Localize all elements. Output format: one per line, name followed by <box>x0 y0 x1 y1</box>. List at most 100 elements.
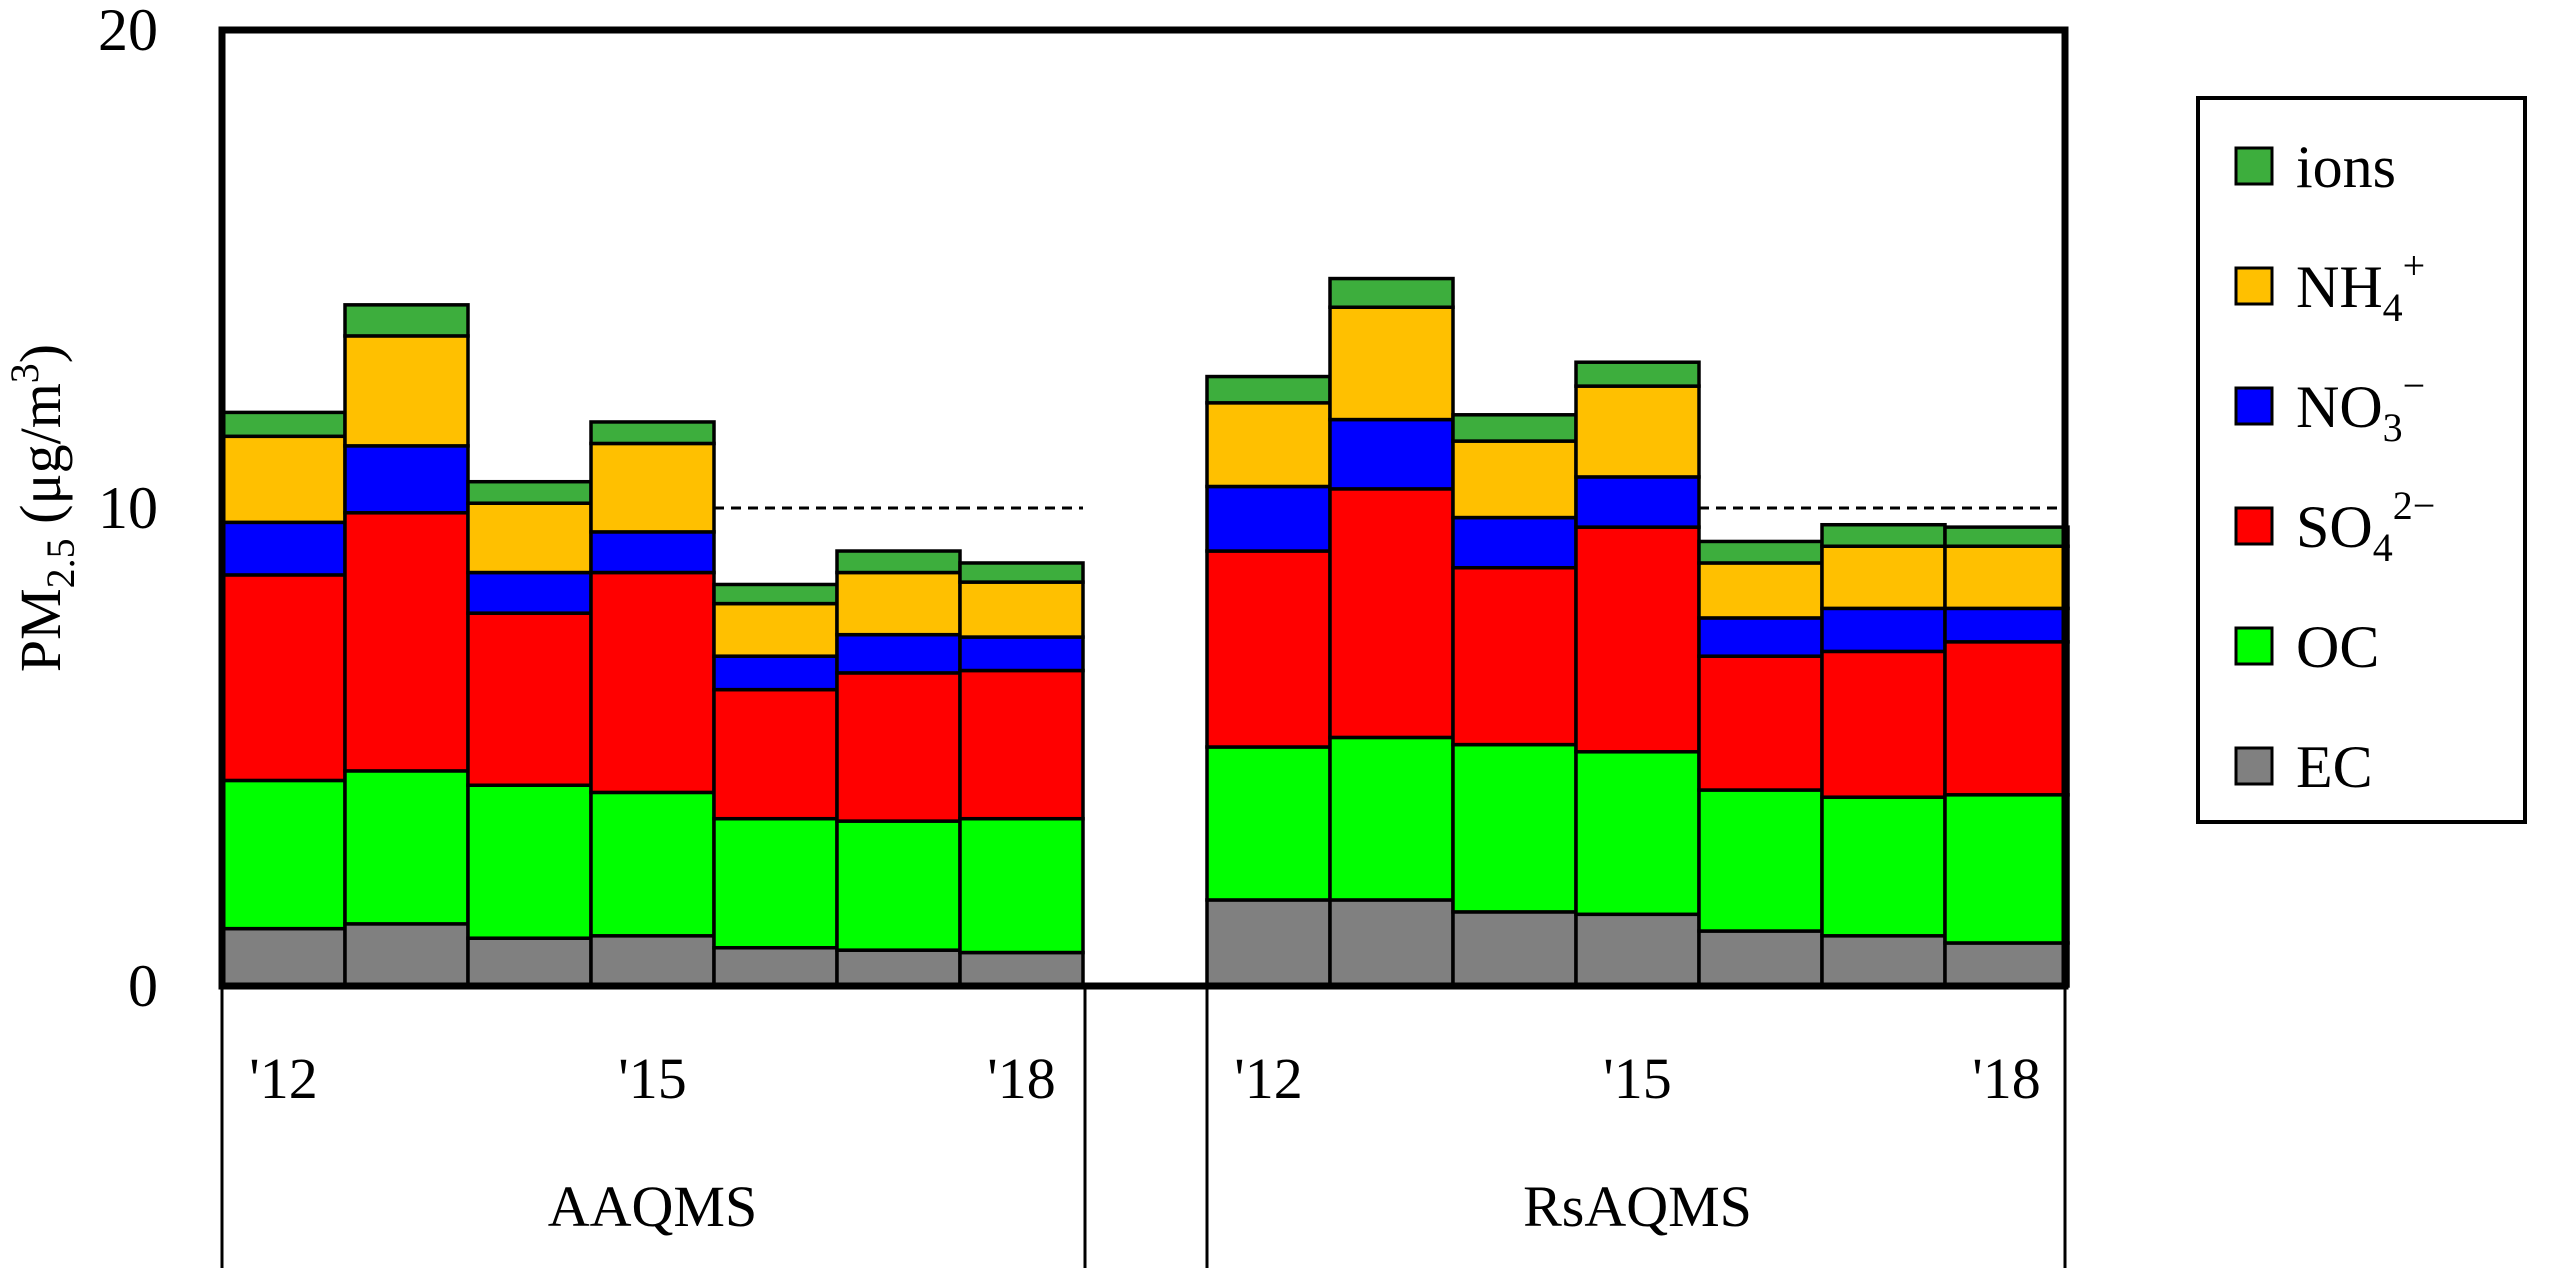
bar-segment-rsaqms-2015-ions <box>1574 360 1701 388</box>
legend-label-superscript-nh4: + <box>2403 243 2426 288</box>
legend-label-ions: ions <box>2296 134 2396 200</box>
bar-segment-aaqms-2012-ec <box>220 926 347 988</box>
legend-label-nh4: NH4+ <box>2296 243 2425 330</box>
bar-segment-rsaqms-2017-nh4 <box>1820 544 1947 611</box>
bar-segment-aaqms-2016-so4 <box>712 687 839 821</box>
x-group-label-rsaqms: RsAQMS <box>1523 1174 1752 1239</box>
x-tick-label-aaqms-2012: '12 <box>249 1046 317 1111</box>
bar-segment-aaqms-2012-no3 <box>220 520 347 577</box>
bar-segment-rsaqms-2018-oc <box>1943 793 2070 945</box>
bar-segment-rsaqms-2012-oc <box>1205 745 1332 902</box>
bar-segment-aaqms-2014-ions <box>466 479 593 505</box>
bar-segment-aaqms-2018-oc <box>958 816 1085 955</box>
bar-segment-rsaqms-2012-no3 <box>1205 484 1332 553</box>
plot-frame-layer <box>218 26 2069 990</box>
bar-segment-aaqms-2012-nh4 <box>220 434 347 525</box>
bar-segment-rsaqms-2017-oc <box>1820 795 1947 938</box>
bar-segment-aaqms-2016-ions <box>712 582 839 606</box>
bar-segment-aaqms-2017-so4 <box>835 671 962 823</box>
x-tick-label-rsaqms-2015: '15 <box>1603 1046 1671 1111</box>
bar-segment-rsaqms-2012-so4 <box>1205 549 1332 749</box>
bar-segment-rsaqms-2017-no3 <box>1820 606 1947 654</box>
legend-label-main-no3: NO <box>2296 374 2383 440</box>
bar-segment-rsaqms-2017-so4 <box>1820 649 1947 799</box>
legend-swatch-ions <box>2234 146 2274 186</box>
x-axis: '12 '15 '18 AAQMS '12 '15 '18 RsAQMS <box>220 986 2067 1268</box>
bar-segment-aaqms-2018-ions <box>958 561 1085 584</box>
bar-segment-aaqms-2018-nh4 <box>958 580 1085 639</box>
bar-segment-rsaqms-2015-so4 <box>1574 525 1701 754</box>
legend-label-subscript-no3: 3 <box>2383 405 2403 450</box>
bar-segment-rsaqms-2018-ec <box>1943 941 2070 988</box>
x-tick-label-aaqms-2018: '18 <box>987 1046 1055 1111</box>
bar-segment-aaqms-2017-nh4 <box>835 570 962 637</box>
legend-swatch-nh4 <box>2234 266 2274 306</box>
bar-segment-rsaqms-2018-ions <box>1943 525 2070 548</box>
x-tick-label-aaqms-2015: '15 <box>618 1046 686 1111</box>
legend-label-superscript-so4: 2− <box>2393 483 2436 528</box>
bar-segment-rsaqms-2016-so4 <box>1697 654 1824 792</box>
bar-segment-aaqms-2014-so4 <box>466 611 593 787</box>
legend-label-ec: EC <box>2296 734 2373 800</box>
bar-segment-aaqms-2017-ec <box>835 948 962 988</box>
bar-segment-aaqms-2014-oc <box>466 783 593 940</box>
bar-segment-aaqms-2015-so4 <box>589 570 716 795</box>
bar-segment-rsaqms-2013-no3 <box>1328 417 1455 491</box>
bar-segment-aaqms-2015-oc <box>589 790 716 938</box>
legend-swatch-oc <box>2234 626 2274 666</box>
bar-segment-aaqms-2016-no3 <box>712 654 839 692</box>
bar-segment-aaqms-2013-so4 <box>343 511 470 773</box>
bar-segment-rsaqms-2016-oc <box>1697 788 1824 933</box>
bar-segment-rsaqms-2014-nh4 <box>1451 439 1578 520</box>
bar-segment-aaqms-2017-no3 <box>835 632 962 675</box>
bar-segment-rsaqms-2018-so4 <box>1943 640 2070 797</box>
legend-label-subscript-nh4: 4 <box>2383 285 2403 330</box>
bar-segment-aaqms-2016-oc <box>712 816 839 950</box>
bar-segment-aaqms-2015-no3 <box>589 530 716 575</box>
legend-label-main-ions: ions <box>2296 134 2396 200</box>
legend-label-subscript-so4: 4 <box>2373 525 2393 570</box>
bar-segment-rsaqms-2012-ec <box>1205 898 1332 988</box>
bar-segment-aaqms-2012-oc <box>220 778 347 931</box>
y-tick-label-20: 20 <box>98 0 158 63</box>
y-axis-label-close: ) <box>8 344 73 363</box>
bar-segment-rsaqms-2013-ions <box>1328 276 1455 309</box>
bar-segment-aaqms-2014-no3 <box>466 570 593 615</box>
bar-segment-rsaqms-2014-so4 <box>1451 566 1578 747</box>
bar-segment-rsaqms-2014-ions <box>1451 413 1578 443</box>
bar-segment-rsaqms-2013-ec <box>1328 898 1455 988</box>
bar-segment-rsaqms-2015-nh4 <box>1574 384 1701 479</box>
legend-label-no3: NO3− <box>2296 363 2425 450</box>
bar-segment-aaqms-2016-nh4 <box>712 601 839 658</box>
bar-segment-rsaqms-2015-oc <box>1574 750 1701 917</box>
legend-swatch-so4 <box>2234 506 2274 546</box>
bar-segment-rsaqms-2012-nh4 <box>1205 401 1332 489</box>
bar-segment-aaqms-2017-oc <box>835 819 962 952</box>
bar-segment-aaqms-2017-ions <box>835 549 962 575</box>
bar-segment-aaqms-2012-ions <box>220 410 347 439</box>
bar-segment-aaqms-2013-ec <box>343 922 470 988</box>
legend-label-superscript-no3: − <box>2403 363 2426 408</box>
bar-segment-aaqms-2013-no3 <box>343 444 470 515</box>
bar-segment-rsaqms-2018-no3 <box>1943 606 2070 644</box>
y-tick-label-10: 10 <box>98 475 158 541</box>
legend-label-main-nh4: NH <box>2296 254 2383 320</box>
y-axis-label-superscript: 3 <box>2 363 47 383</box>
bar-segment-rsaqms-2013-so4 <box>1328 487 1455 740</box>
bar-segment-rsaqms-2018-nh4 <box>1943 544 2070 611</box>
x-group-label-aaqms: AAQMS <box>548 1174 758 1239</box>
bar-segment-aaqms-2018-ec <box>958 950 1085 988</box>
legend-label-main-oc: OC <box>2296 614 2379 680</box>
bar-segment-rsaqms-2014-ec <box>1451 910 1578 988</box>
bar-segment-rsaqms-2014-no3 <box>1451 515 1578 570</box>
bar-segment-rsaqms-2015-no3 <box>1574 475 1701 529</box>
y-axis-label-subscript: 2.5 <box>38 538 83 588</box>
legend-label-oc: OC <box>2296 614 2379 680</box>
bar-segment-aaqms-2013-nh4 <box>343 334 470 448</box>
bar-segment-rsaqms-2016-ec <box>1697 929 1824 988</box>
bar-segment-rsaqms-2014-oc <box>1451 742 1578 914</box>
y-axis-label-unit: (μg/m <box>8 383 73 538</box>
bar-segment-aaqms-2015-nh4 <box>589 441 716 534</box>
bar-segment-aaqms-2018-no3 <box>958 635 1085 673</box>
bar-segment-rsaqms-2013-oc <box>1328 735 1455 902</box>
